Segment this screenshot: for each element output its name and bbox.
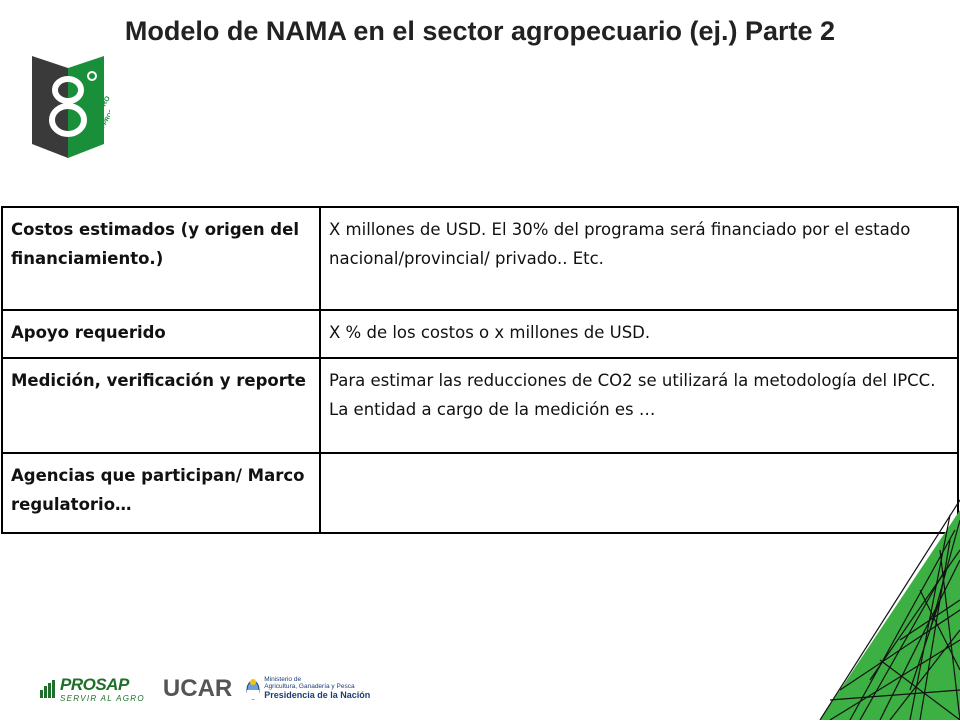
ministerio-line2: Agricultura, Ganadería y Pesca (264, 683, 355, 691)
argentina-shield-icon (246, 679, 260, 700)
prosap-name: PROSAP (60, 674, 129, 694)
corner-decoration (800, 490, 960, 721)
prosap-bars-icon (40, 680, 55, 698)
ministerio-line3: Presidencia de la Nación (264, 690, 371, 701)
row-value (319, 452, 959, 534)
table-row: Agencias que participan/ Marco regulator… (1, 452, 959, 534)
encuentro-8-logo-icon: ENCUENTRO UCAR-PROSAP (32, 56, 120, 158)
green-line-pattern-icon (819, 499, 960, 721)
table-row: Medición, verificación y reporte Para es… (1, 357, 959, 454)
prosap-tagline: SERVIR AL AGRO (60, 693, 145, 703)
nama-table: Costos estimados (y origen del financiam… (1, 206, 959, 534)
footer-logos: PROSAP SERVIR AL AGRO UCAR Ministerio de… (40, 672, 370, 706)
encuentro-logo: ENCUENTRO UCAR-PROSAP (28, 50, 120, 160)
row-value: X millones de USD. El 30% del programa s… (319, 206, 959, 311)
row-value: Para estimar las reducciones de CO2 se u… (319, 357, 959, 454)
table-row: Costos estimados (y origen del financiam… (1, 206, 959, 311)
prosap-logo: PROSAP SERVIR AL AGRO (40, 676, 145, 703)
row-label: Agencias que participan/ Marco regulator… (1, 452, 321, 534)
row-value: X % de los costos o x millones de USD. (319, 309, 959, 359)
slide-title: Modelo de NAMA en el sector agropecuario… (124, 16, 836, 46)
table-row: Apoyo requerido X % de los costos o x mi… (1, 309, 959, 359)
ucar-logo: UCAR (162, 675, 233, 702)
row-label: Apoyo requerido (1, 309, 321, 359)
ministerio-line1: Ministerio de (264, 676, 302, 684)
row-label: Costos estimados (y origen del financiam… (1, 206, 321, 311)
ministerio-logo: Ministerio de Agricultura, Ganadería y P… (246, 677, 370, 700)
row-label: Medición, verificación y reporte (1, 357, 321, 454)
